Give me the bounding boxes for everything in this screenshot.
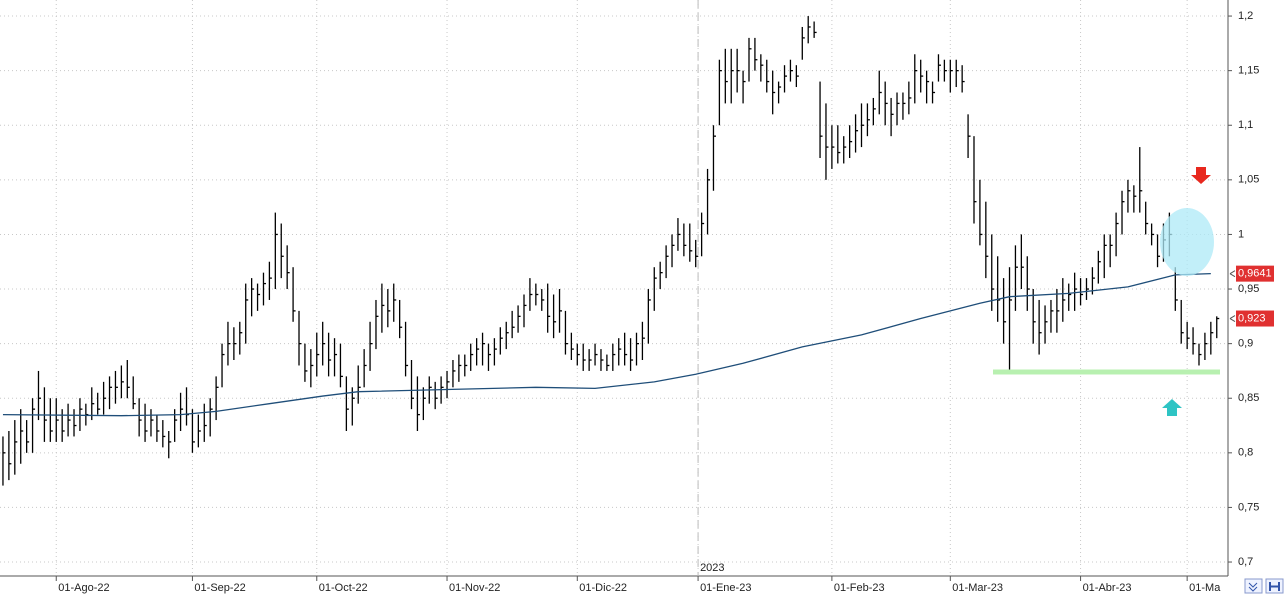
marks [2,16,1220,486]
price-pointer [1229,270,1236,278]
y-tick-label: 1,05 [1238,174,1259,186]
y-tick-label: 1,2 [1238,10,1253,22]
y-tick-label: 0,9 [1238,338,1253,350]
x-tick-label: 01-Sep-22 [194,582,245,594]
x-tick-label: 01-Feb-23 [834,582,885,594]
up-arrow [1162,399,1182,416]
y-tick-label: 0,7 [1238,556,1253,568]
moving-average [2,272,1211,417]
x-tick-label: 01-Mar-23 [952,582,1003,594]
y-tick-label: 0,75 [1238,501,1259,513]
x-tick-label: 01-Nov-22 [449,582,500,594]
corner-icons [1244,578,1284,594]
down-arrow [1191,167,1211,184]
x-tick-label: 01-Abr-23 [1083,582,1132,594]
price-label: 0,9641 [1238,268,1272,280]
price-label-box [1236,265,1274,282]
y-tick-label: 0,95 [1238,283,1259,295]
grid [0,0,1228,576]
y-tick-label: 1 [1238,228,1244,240]
highlight-ellipse [1160,208,1214,276]
y-tick-label: 0,8 [1238,447,1253,459]
price-pointer [1229,315,1236,322]
price-label: 0,923 [1238,312,1266,324]
year-label: 2023 [700,562,724,574]
price-label-box [1236,310,1274,327]
save-icon [1269,582,1280,591]
zoom-icon [1248,582,1258,592]
y-tick-label: 1,15 [1238,65,1259,77]
x-tick-label: 01-Ene-23 [700,582,751,594]
x-tick-label: 01-Ago-22 [58,582,109,594]
y-tick-label: 1,1 [1238,119,1253,131]
y-tick-label: 0,85 [1238,392,1259,404]
x-tick-label: 01-Oct-22 [319,582,368,594]
x-tick-label: 01-Ma [1189,582,1221,594]
x-tick-label: 01-Dic-22 [579,582,627,594]
